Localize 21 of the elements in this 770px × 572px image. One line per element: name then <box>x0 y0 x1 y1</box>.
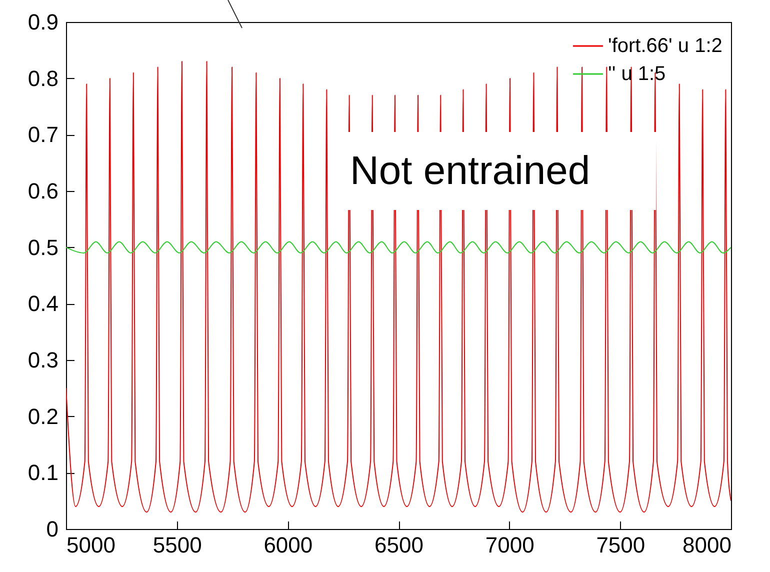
line-series <box>66 60 731 513</box>
x-tick-label: 7500 <box>596 532 646 558</box>
y-tick-label: 0.3 <box>28 348 58 372</box>
y-tick-label: 0.5 <box>28 234 58 260</box>
x-tick-label: 7000 <box>485 532 534 558</box>
y-tick-label: 0.9 <box>28 10 58 34</box>
x-tick-label: 5500 <box>152 532 202 558</box>
x-tick-label: 6500 <box>374 532 424 558</box>
legend-label: 'fort.66' u 1:2 <box>608 35 722 57</box>
y-tick-label: 0 <box>46 516 58 542</box>
x-tick-label: 5000 <box>66 532 116 558</box>
y-tick-label: 0.8 <box>28 66 58 91</box>
x-tick-label: 8000 <box>682 532 732 558</box>
legend-label: '' u 1:5 <box>608 63 666 85</box>
y-tick-label: 0.7 <box>28 122 58 148</box>
y-tick-label: 0.6 <box>28 178 58 204</box>
x-tick-label: 6000 <box>264 532 313 558</box>
y-tick-label: 0.2 <box>28 404 58 429</box>
y-tick-label: 0.1 <box>28 460 58 486</box>
y-tick-label: 0.4 <box>28 291 58 316</box>
annotation: Not entrained <box>350 149 590 193</box>
